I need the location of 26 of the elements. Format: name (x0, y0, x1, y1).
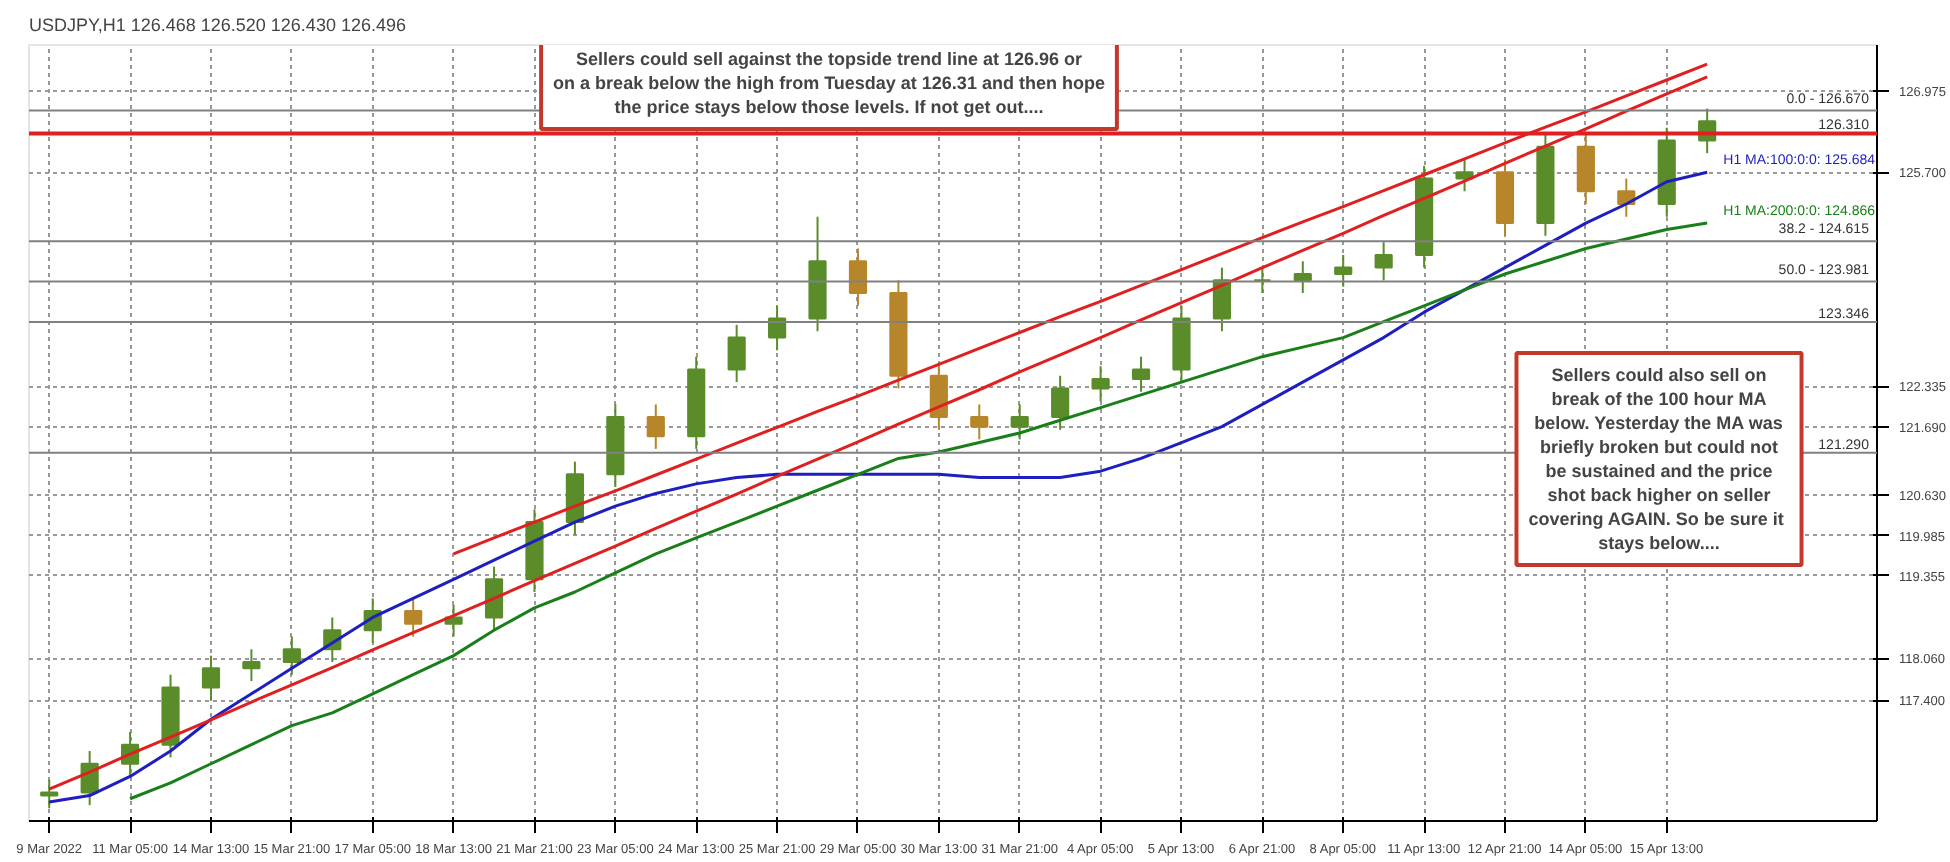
candlestick (727, 323, 746, 384)
candlestick (1374, 241, 1393, 282)
candlestick (1455, 158, 1474, 193)
candlestick (484, 565, 504, 632)
chart-title: USDJPY,H1 126.468 126.520 126.430 126.496 (29, 15, 406, 35)
annotation: Sellers could also sell on break of the 100 hour MA below. Yesterday the MA was briefly broken but could not be sustained and the price shot back higher on seller covering AGAIN. So be sure it stays below.... (1528, 365, 1784, 553)
candlestick (970, 403, 989, 441)
candlestick (444, 603, 463, 638)
candlestick (1334, 253, 1353, 288)
candlestick (1253, 266, 1272, 295)
candlestick (242, 648, 261, 683)
candlestick (929, 362, 948, 431)
annotation: Sellers could sell against the topside trend line at 126.96 or on a break below the high from Tuesday at 126.31 and then hope the price stays below those levels. If not get out.... (553, 49, 1105, 117)
candlestick (40, 778, 59, 810)
candlestick (768, 304, 787, 352)
candlestick (646, 403, 665, 450)
candlestick (1010, 403, 1029, 441)
candlestick (1091, 365, 1110, 403)
candlestick (404, 597, 423, 638)
candlestick (1293, 260, 1312, 295)
candlestick (1131, 355, 1151, 393)
candlestick (282, 635, 301, 676)
candlestick (1576, 133, 1595, 206)
candlestick (201, 654, 221, 702)
candlestick (848, 247, 868, 307)
candlestick (1051, 374, 1070, 431)
